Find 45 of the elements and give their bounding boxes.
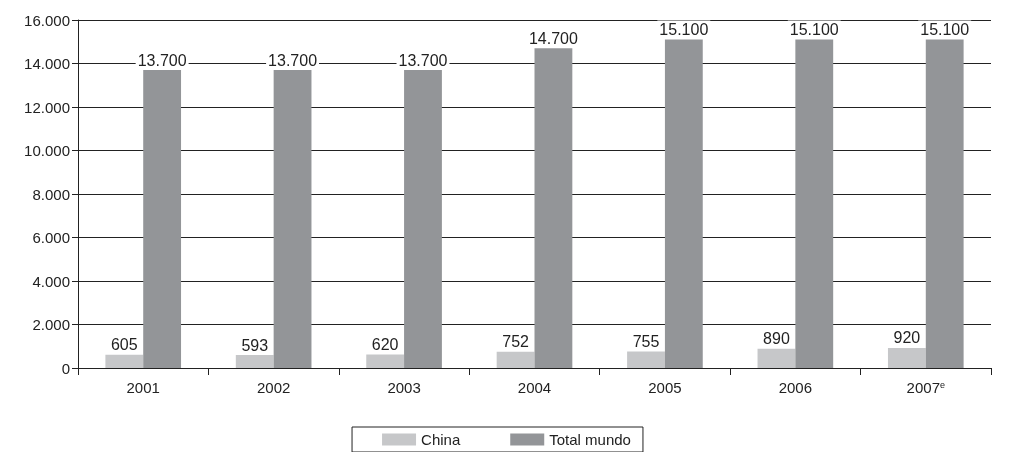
data-label: 15.100 — [789, 21, 839, 39]
data-label: 620 — [371, 336, 399, 354]
bar — [235, 355, 274, 368]
y-tick-label: 0 — [61, 359, 70, 377]
legend-label: Total mundo — [549, 431, 631, 448]
bar — [534, 48, 573, 368]
bar — [795, 39, 834, 368]
bar — [273, 70, 312, 368]
data-label: 13.700 — [137, 51, 187, 69]
data-label: 752 — [502, 333, 530, 351]
data-label: 920 — [893, 329, 921, 347]
data-label: 890 — [763, 330, 790, 348]
legend-label: China — [421, 431, 461, 448]
y-tick-label: 8.000 — [32, 185, 70, 203]
data-label: 13.700 — [268, 51, 318, 69]
bar — [925, 39, 964, 368]
y-tick-label: 14.000 — [24, 55, 70, 72]
y-tick-label: 4.000 — [32, 272, 70, 290]
bar — [105, 354, 144, 368]
x-tick-label: 2002 — [256, 379, 291, 396]
y-tick-label: 6.000 — [32, 229, 70, 246]
bar — [757, 348, 796, 368]
bar — [496, 351, 535, 368]
y-tick-label: 16.000 — [24, 11, 70, 29]
bar — [887, 347, 926, 368]
y-tick-label: 2.000 — [32, 316, 70, 333]
data-label: 13.700 — [398, 51, 448, 69]
bar — [143, 70, 182, 368]
y-tick-label: 10.000 — [24, 142, 70, 159]
data-label: 15.100 — [920, 21, 970, 39]
bar — [404, 70, 442, 368]
bar — [627, 351, 665, 368]
x-tick-label: 2006 — [778, 379, 813, 396]
y-tick-label: 12.000 — [24, 98, 70, 116]
x-tick-label: 2001 — [126, 379, 160, 396]
data-label: 15.100 — [659, 21, 709, 39]
x-tick-label: 2004 — [517, 379, 552, 396]
data-label: 755 — [632, 333, 660, 351]
data-label: 14.700 — [528, 29, 578, 47]
x-tick-label: 2005 — [648, 379, 682, 396]
data-label: 593 — [241, 336, 269, 354]
bar — [366, 354, 405, 368]
data-label: 605 — [110, 336, 138, 354]
bar — [664, 39, 703, 368]
x-tick-label: 2003 — [387, 379, 421, 396]
